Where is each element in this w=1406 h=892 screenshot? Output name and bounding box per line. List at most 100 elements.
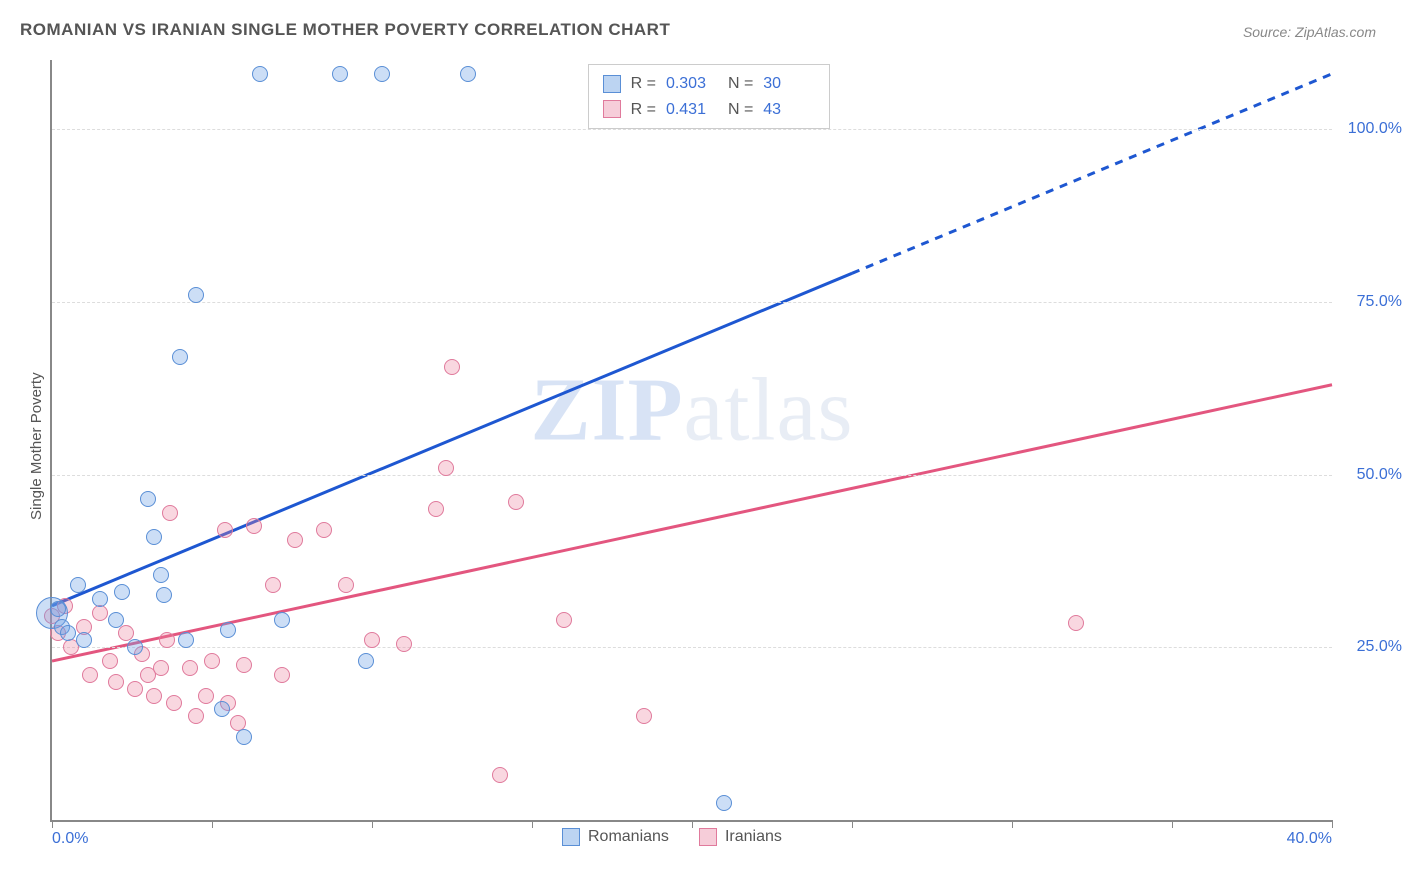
n-label: N = xyxy=(728,71,753,97)
y-tick-label: 25.0% xyxy=(1357,638,1402,656)
chart-plot-area: ZIPatlas 25.0%50.0%75.0%100.0%0.0%40.0% xyxy=(50,60,1332,822)
y-tick-label: 50.0% xyxy=(1357,466,1402,484)
data-point-iranians xyxy=(396,636,412,652)
r-value-iranians: 0.431 xyxy=(666,97,718,123)
data-point-romanians xyxy=(460,66,476,82)
source-value: ZipAtlas.com xyxy=(1295,24,1376,40)
x-tick-mark xyxy=(372,820,373,828)
data-point-iranians xyxy=(198,688,214,704)
correlation-row-iranians: R = 0.431 N = 43 xyxy=(603,97,816,123)
data-point-romanians xyxy=(146,529,162,545)
data-point-iranians xyxy=(492,767,508,783)
x-tick-mark xyxy=(52,820,53,828)
data-point-romanians xyxy=(76,632,92,648)
swatch-iranians-icon xyxy=(699,828,717,846)
data-point-iranians xyxy=(127,681,143,697)
chart-container: ROMANIAN VS IRANIAN SINGLE MOTHER POVERT… xyxy=(0,0,1406,892)
y-tick-label: 75.0% xyxy=(1357,293,1402,311)
y-tick-label: 100.0% xyxy=(1348,120,1402,138)
swatch-romanians-icon xyxy=(603,75,621,93)
data-point-iranians xyxy=(1068,615,1084,631)
data-point-iranians xyxy=(92,605,108,621)
x-tick-mark xyxy=(1172,820,1173,828)
data-point-romanians xyxy=(60,625,76,641)
trend-line xyxy=(52,385,1332,661)
x-tick-mark xyxy=(212,820,213,828)
data-point-iranians xyxy=(428,501,444,517)
x-tick-mark xyxy=(1332,820,1333,828)
data-point-iranians xyxy=(153,660,169,676)
y-axis-label: Single Mother Poverty xyxy=(28,372,45,520)
x-tick-mark xyxy=(852,820,853,828)
data-point-iranians xyxy=(274,667,290,683)
gridline xyxy=(52,129,1332,130)
data-point-romanians xyxy=(332,66,348,82)
n-value-iranians: 43 xyxy=(763,97,815,123)
data-point-iranians xyxy=(287,532,303,548)
gridline xyxy=(52,475,1332,476)
x-tick-label: 0.0% xyxy=(52,830,88,848)
data-point-iranians xyxy=(636,708,652,724)
data-point-romanians xyxy=(50,601,66,617)
source-attribution: Source: ZipAtlas.com xyxy=(1243,24,1376,40)
data-point-romanians xyxy=(156,587,172,603)
data-point-romanians xyxy=(172,349,188,365)
r-label: R = xyxy=(631,71,656,97)
legend-label-romanians: Romanians xyxy=(588,828,669,846)
swatch-romanians-icon xyxy=(562,828,580,846)
data-point-iranians xyxy=(246,518,262,534)
correlation-legend: R = 0.303 N = 30 R = 0.431 N = 43 xyxy=(588,64,831,129)
data-point-romanians xyxy=(114,584,130,600)
legend-label-iranians: Iranians xyxy=(725,828,782,846)
x-tick-mark xyxy=(1012,820,1013,828)
data-point-iranians xyxy=(444,359,460,375)
trend-line xyxy=(52,273,852,606)
data-point-romanians xyxy=(70,577,86,593)
data-point-iranians xyxy=(236,657,252,673)
data-point-romanians xyxy=(236,729,252,745)
data-point-romanians xyxy=(153,567,169,583)
r-label: R = xyxy=(631,97,656,123)
data-point-romanians xyxy=(127,639,143,655)
data-point-iranians xyxy=(338,577,354,593)
data-point-romanians xyxy=(92,591,108,607)
data-point-iranians xyxy=(108,674,124,690)
data-point-iranians xyxy=(508,494,524,510)
data-point-iranians xyxy=(188,708,204,724)
data-point-romanians xyxy=(274,612,290,628)
swatch-iranians-icon xyxy=(603,100,621,118)
x-tick-mark xyxy=(692,820,693,828)
data-point-iranians xyxy=(162,505,178,521)
series-legend: Romanians Iranians xyxy=(562,828,782,846)
n-label: N = xyxy=(728,97,753,123)
source-label: Source: xyxy=(1243,24,1295,40)
data-point-romanians xyxy=(374,66,390,82)
chart-title: ROMANIAN VS IRANIAN SINGLE MOTHER POVERT… xyxy=(20,20,670,40)
gridline xyxy=(52,302,1332,303)
legend-item-iranians: Iranians xyxy=(699,828,782,846)
data-point-romanians xyxy=(358,653,374,669)
data-point-iranians xyxy=(316,522,332,538)
x-tick-label: 40.0% xyxy=(1287,830,1332,848)
data-point-iranians xyxy=(182,660,198,676)
data-point-iranians xyxy=(364,632,380,648)
data-point-iranians xyxy=(82,667,98,683)
data-point-romanians xyxy=(140,491,156,507)
data-point-romanians xyxy=(178,632,194,648)
data-point-iranians xyxy=(217,522,233,538)
data-point-romanians xyxy=(252,66,268,82)
legend-item-romanians: Romanians xyxy=(562,828,669,846)
data-point-romanians xyxy=(108,612,124,628)
x-tick-mark xyxy=(532,820,533,828)
data-point-romanians xyxy=(716,795,732,811)
trend-line xyxy=(852,74,1332,274)
correlation-row-romanians: R = 0.303 N = 30 xyxy=(603,71,816,97)
plot-svg xyxy=(52,60,1332,820)
data-point-iranians xyxy=(265,577,281,593)
data-point-iranians xyxy=(556,612,572,628)
data-point-iranians xyxy=(159,632,175,648)
data-point-romanians xyxy=(188,287,204,303)
data-point-romanians xyxy=(214,701,230,717)
gridline xyxy=(52,647,1332,648)
data-point-iranians xyxy=(204,653,220,669)
